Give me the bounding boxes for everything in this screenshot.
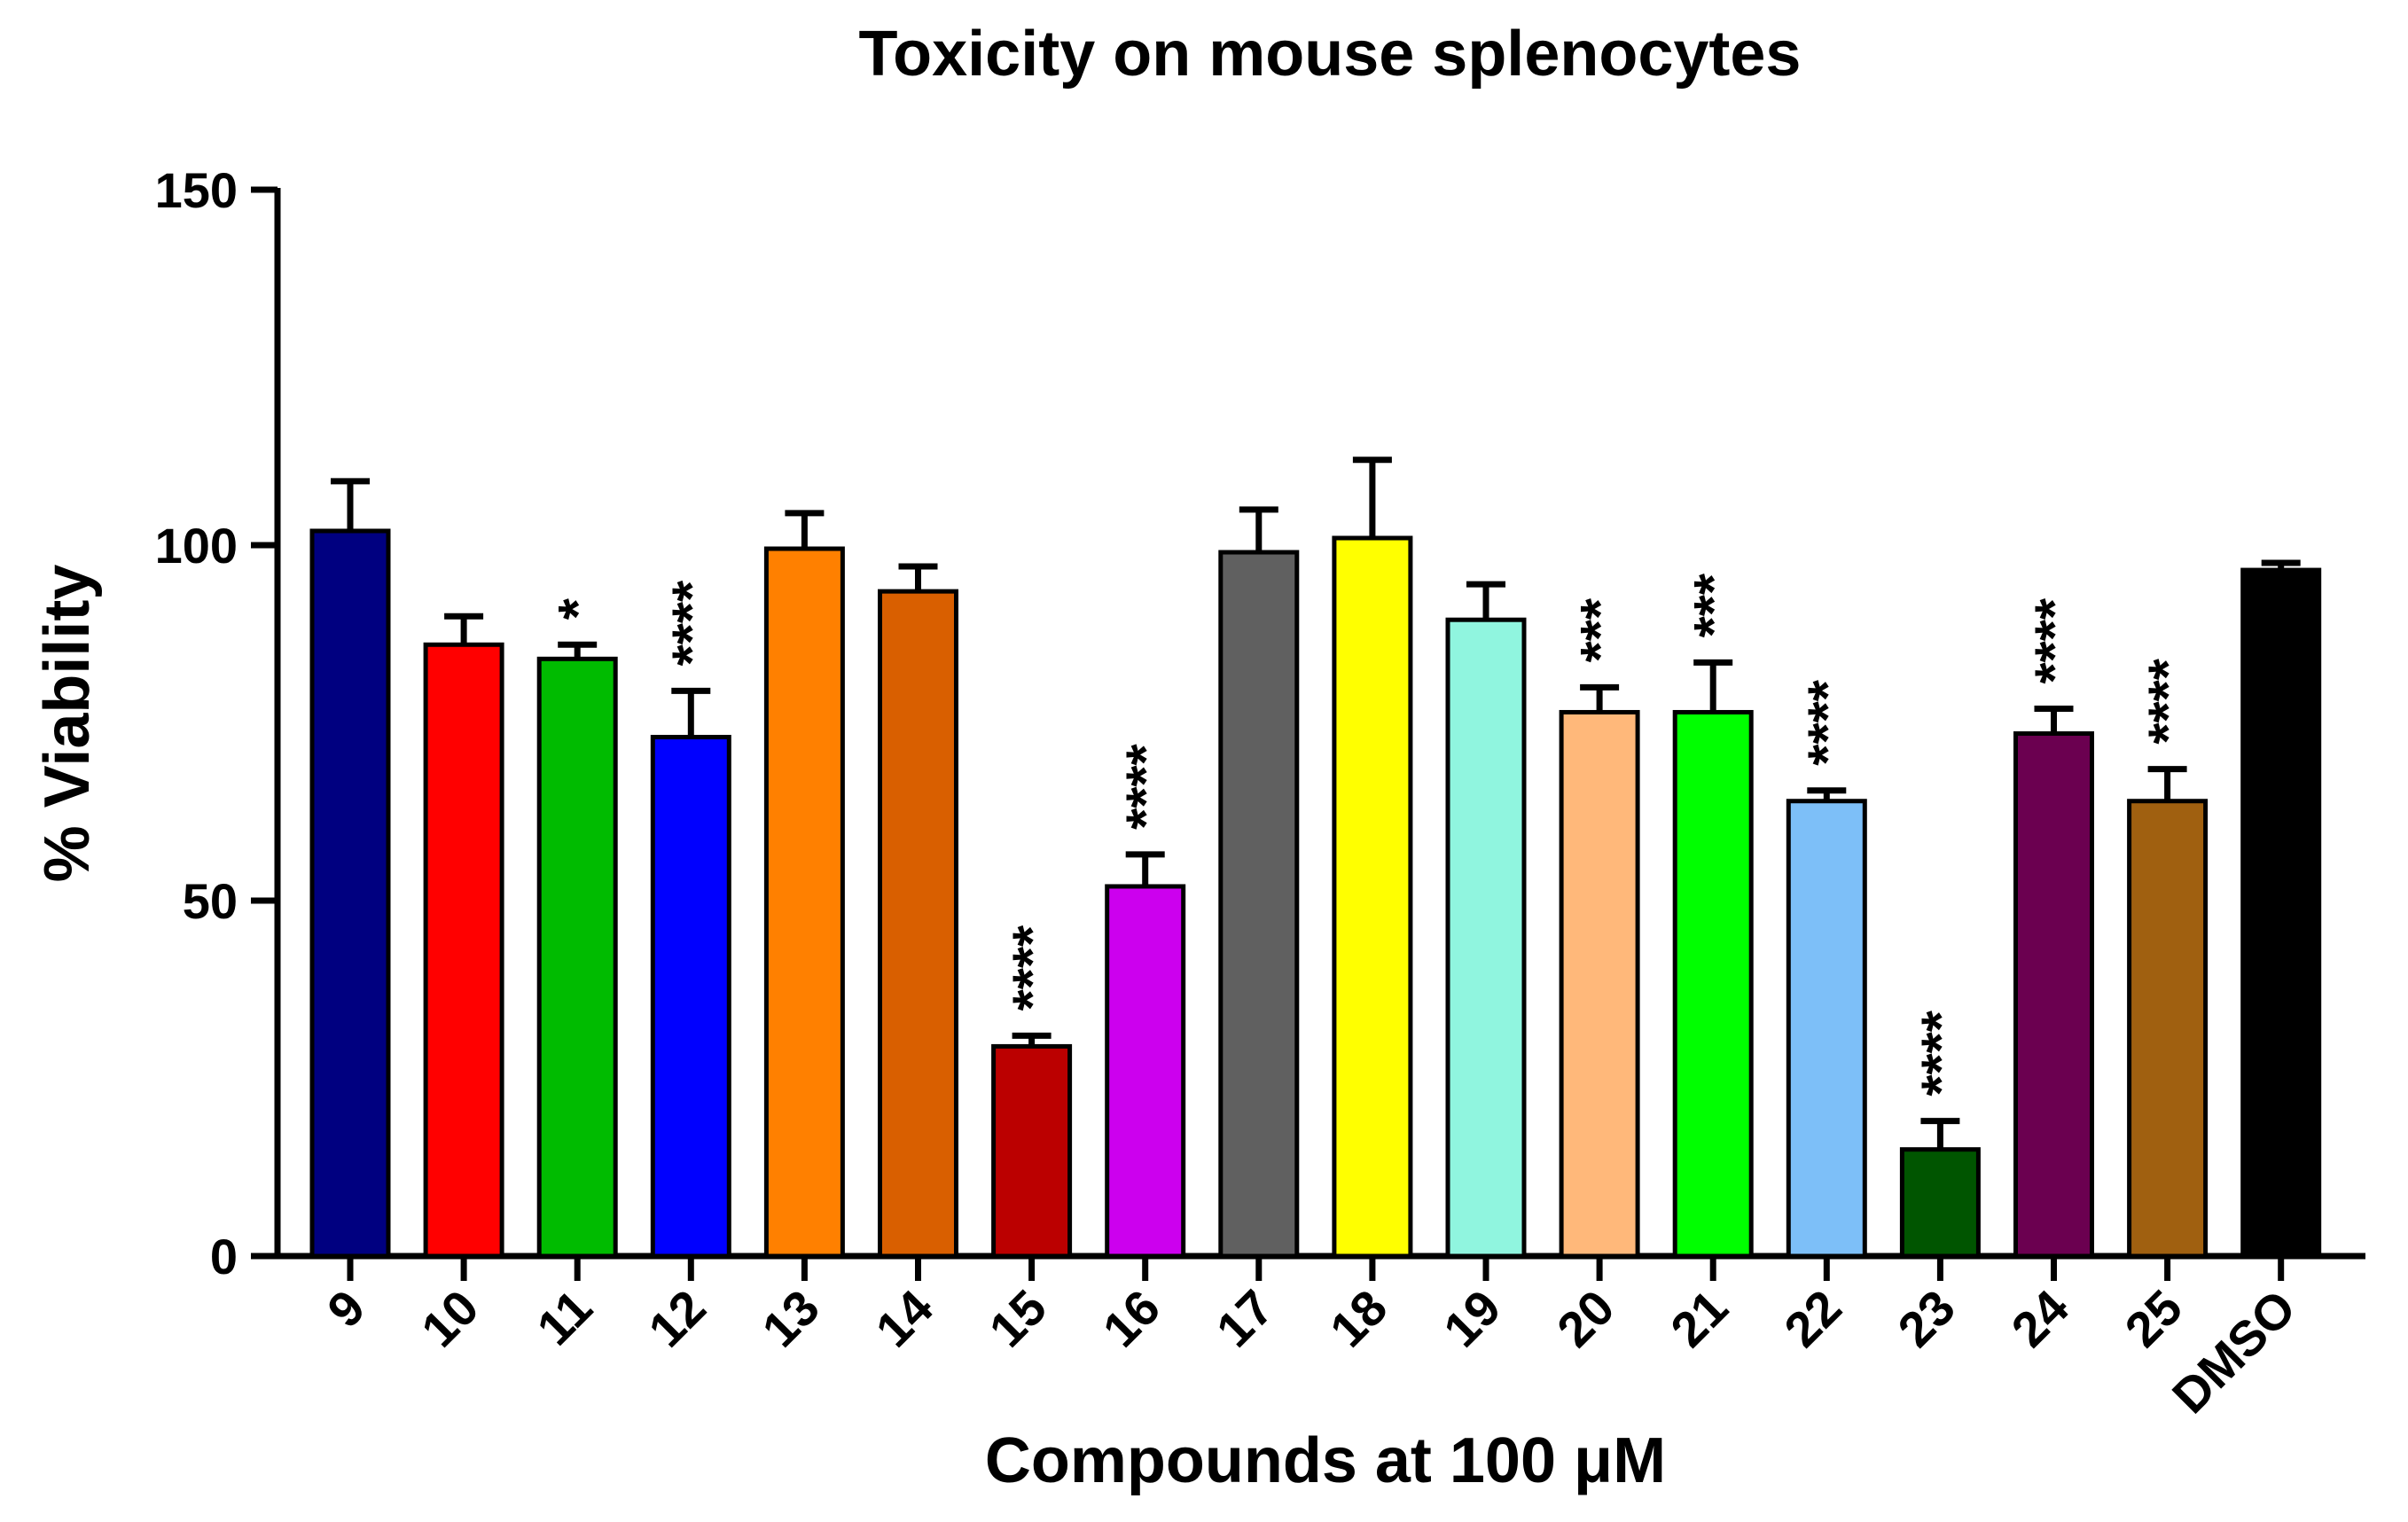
significance-marker: *** <box>1570 597 1631 662</box>
bar-22 <box>1786 799 1867 1259</box>
bar-15 <box>991 1043 1073 1259</box>
x-tick-label: 21 <box>1660 1279 1739 1358</box>
x-tick-label: 9 <box>317 1279 376 1339</box>
x-tick-label: 16 <box>1092 1279 1171 1358</box>
x-tick-label: 12 <box>637 1279 716 1358</box>
significance-marker: **** <box>2025 597 2086 683</box>
significance-marker: *** <box>1684 573 1745 637</box>
x-tick-label: 10 <box>410 1279 489 1358</box>
bar-25 <box>2127 799 2209 1259</box>
y-axis-label: % Viability <box>32 565 103 883</box>
bar-14 <box>878 589 958 1259</box>
x-tick-label: DMSO <box>2162 1279 2306 1424</box>
x-tick-label: 14 <box>864 1279 943 1358</box>
x-tick-label: 13 <box>751 1279 830 1358</box>
x-tick-label: 25 <box>2114 1279 2193 1358</box>
y-tick-label: 50 <box>183 873 238 929</box>
bar-18 <box>1332 535 1413 1259</box>
significance-marker: **** <box>661 580 723 666</box>
bar-16 <box>1105 884 1186 1259</box>
y-tick-label: 0 <box>210 1229 238 1284</box>
bar-20 <box>1559 709 1640 1259</box>
x-tick-label: 20 <box>1546 1279 1625 1358</box>
significance-marker: **** <box>1911 1010 1972 1096</box>
chart-title: Toxicity on mouse splenocytes <box>859 19 1802 90</box>
x-tick-label: 23 <box>1887 1279 1966 1358</box>
bar-19 <box>1445 617 1527 1259</box>
significance-marker: * <box>548 597 609 620</box>
y-tick-label: 150 <box>155 162 238 218</box>
x-tick-label: 18 <box>1319 1279 1398 1358</box>
bar-13 <box>763 546 845 1259</box>
bar-23 <box>1899 1147 1981 1259</box>
y-tick-label: 100 <box>155 518 238 574</box>
bars: * *************** ******************* <box>309 457 2322 1259</box>
y-axis-ticks: 0 50 100 150 <box>155 162 278 1284</box>
bar-21 <box>1672 709 1754 1259</box>
significance-marker: **** <box>2138 658 2200 744</box>
x-axis-label: Compounds at 100 μM <box>985 1425 1666 1496</box>
bar-11 <box>536 656 618 1259</box>
bar-24 <box>2013 731 2094 1259</box>
significance-marker: **** <box>1116 743 1177 829</box>
x-tick-label: 11 <box>526 1279 602 1355</box>
significance-marker: **** <box>1797 679 1858 765</box>
x-tick-label: 24 <box>2000 1279 2079 1358</box>
bar-DMSO <box>2240 567 2322 1259</box>
bar-12 <box>650 735 731 1259</box>
x-tick-label: 22 <box>1773 1279 1852 1358</box>
x-tick-label: 19 <box>1433 1279 1512 1358</box>
x-tick-label: 15 <box>978 1279 1057 1358</box>
bar-10 <box>423 642 504 1259</box>
bar-9 <box>309 528 391 1259</box>
significance-marker: **** <box>1003 925 1064 1011</box>
bar-17 <box>1218 550 1300 1259</box>
x-tick-label: 17 <box>1206 1279 1285 1358</box>
